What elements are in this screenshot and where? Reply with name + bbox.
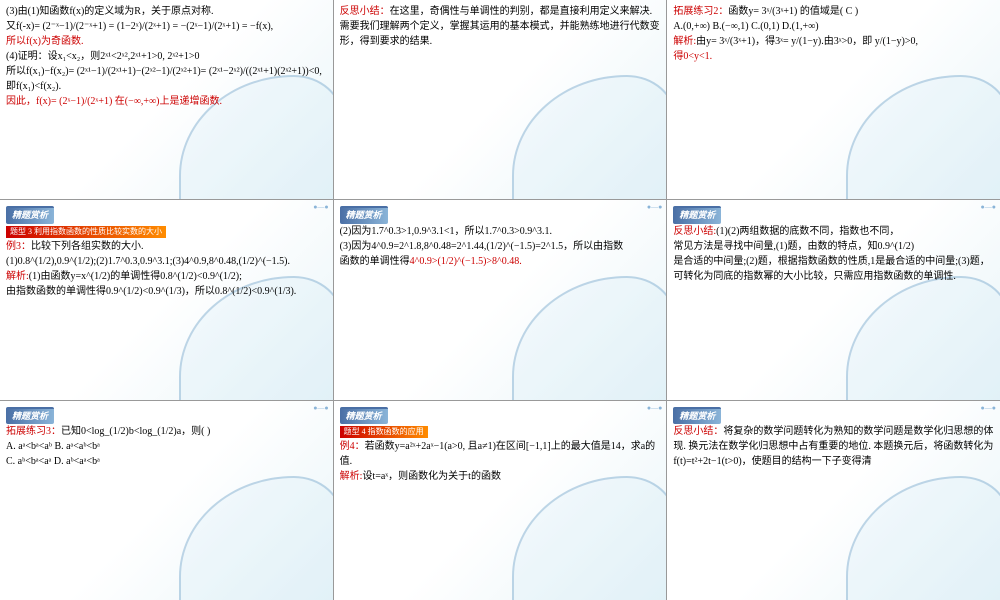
text-line: 即f(x₁)<f(x₂).	[6, 81, 61, 92]
slide-cell-1-0: ●—● 精题赏析题型 3 利用指数函数的性质比较实数的大小例3：比较下列各组实数的…	[0, 200, 333, 399]
text-line: 拓展练习3：	[6, 426, 61, 437]
text-line: 由指数函数的单调性得0.9^(1/2)<0.9^(1/3)，所以0.8^(1/2…	[6, 286, 296, 297]
logo-icon: ●—●	[981, 202, 996, 213]
section-header: 精题赏析	[340, 407, 388, 425]
logo-icon: ●—●	[647, 403, 662, 414]
logo-icon: ●—●	[981, 403, 996, 414]
text-line: A. aᵃ<bᵃ<aᵇ B. aᵃ<aᵇ<bᵃ	[6, 441, 100, 452]
slide-cell-2-0: ●—● 精题赏析拓展练习3：已知0<log_(1/2)b<log_(1/2)a，则…	[0, 401, 333, 600]
text-line: 又f(-x)= (2⁻ˣ−1)/(2⁻ˣ+1) = (1−2ˣ)/(2ˣ+1) …	[6, 21, 273, 32]
text-line: (1)0.8^(1/2),0.9^(1/2);(2)1.7^0.3,0.9^3.…	[6, 256, 290, 267]
logo-icon: ●—●	[313, 403, 328, 414]
section-header: 精题赏析	[673, 407, 721, 425]
text-line: 反思小结：	[673, 426, 723, 437]
text-line: 解析:	[340, 471, 363, 482]
text-line: (3)因为4^0.9=2^1.8,8^0.48=2^1.44,(1/2)^(−1…	[340, 241, 623, 252]
text-line: (2)因为1.7^0.3>1,0.9^3.1<1，所以1.7^0.3>0.9^3…	[340, 226, 552, 237]
text-line: f(t)=t²+2t−1(t>0)，使题目的结构一下子变得清	[673, 456, 871, 467]
text-line: 所以f(x)为奇函数.	[6, 36, 84, 47]
text-line: 解析:	[6, 271, 29, 282]
text-line: 已知0<log_(1/2)b<log_(1/2)a，则( )	[61, 426, 210, 437]
text-line: 例4：	[340, 441, 365, 452]
text-line: 若函数y=a²ˣ+2aˣ−1(a>0, 且a≠1)在区间[−1,1]上的最大值是…	[340, 441, 655, 467]
topic-tag: 题型 4 指数函数的应用	[340, 426, 428, 438]
text-line: 比较下列各组实数的大小.	[31, 241, 144, 252]
text-line: 得0<y<1.	[673, 51, 712, 62]
slide-cell-0-2: 拓展练习2：函数y= 3ˣ/(3ˣ+1) 的值域是( C ) A.(0,+∞) B…	[667, 0, 1000, 199]
text-line: 函数的单调性得	[340, 256, 410, 267]
text-line: 例3：	[6, 241, 31, 252]
logo-icon: ●—●	[313, 202, 328, 213]
text-line: (3)由(1)知函数f(x)的定义域为R，关于原点对称.	[6, 6, 213, 17]
slide-cell-0-1: 反思小结：在这里，奇偶性与单调性的判别，都是直接利用定义来解决. 需要我们理解两…	[334, 0, 667, 199]
slide-cell-2-1: ●—● 精题赏析题型 4 指数函数的应用例4：若函数y=a²ˣ+2aˣ−1(a>0…	[334, 401, 667, 600]
text-line: (4)证明：设x₁<x₂，则2ˣ¹<2ˣ²,2ˣ¹+1>0, 2ˣ²+1>0	[6, 51, 200, 62]
topic-tag: 题型 3 利用指数函数的性质比较实数的大小	[6, 226, 166, 238]
section-header: 精题赏析	[673, 206, 721, 224]
text-line: 解析:	[673, 36, 696, 47]
section-header: 精题赏析	[6, 407, 54, 425]
text-line: 设t=aˣ，则函数化为关于t的函数	[362, 471, 501, 482]
text-line: 反思小结：	[340, 6, 390, 17]
logo-icon: ●—●	[647, 202, 662, 213]
section-header: 精题赏析	[340, 206, 388, 224]
text-line: A.(0,+∞) B.(−∞,1) C.(0,1) D.(1,+∞)	[673, 21, 818, 32]
section-header: 精题赏析	[6, 206, 54, 224]
text-line: 是合适的中间量;(2)题，根据指数函数的性质,1是最合适的中间量;(3)题，可转…	[673, 256, 989, 282]
slide-cell-1-2: ●—● 精题赏析反思小结:(1)(2)两组数据的底数不同，指数也不同， 常见方法是寻…	[667, 200, 1000, 399]
text-line: 拓展练习2：	[673, 6, 728, 17]
text-line: 4^0.9>(1/2)^(−1.5)>8^0.48.	[410, 256, 522, 267]
slide-cell-2-2: ●—●精题赏析反思小结：将复杂的数学问题转化为熟知的数学问题是数学化归思想的体现…	[667, 401, 1000, 600]
text-line: 函数y= 3ˣ/(3ˣ+1) 的值域是( C )	[728, 6, 858, 17]
text-line: 因此，f(x)= (2ˣ−1)/(2ˣ+1) 在(−∞,+∞)上是递增函数.	[6, 96, 222, 107]
text-line: 所以f(x₁)−f(x₂)= (2ˣ¹−1)/(2ˣ¹+1)−(2ˣ²−1)/(…	[6, 66, 322, 77]
text-line: 由y= 3ˣ/(3ˣ+1)，得3ˣ= y/(1−y).由3ˣ>0，即 y/(1−…	[696, 36, 918, 47]
slide-cell-1-1: ●—● 精题赏析 (2)因为1.7^0.3>1,0.9^3.1<1，所以1.7^0.…	[334, 200, 667, 399]
text-line: (1)由函数y=x^(1/2)的单调性得0.8^(1/2)<0.9^(1/2);	[29, 271, 242, 282]
slide-cell-0-0: (3)由(1)知函数f(x)的定义域为R，关于原点对称. 又f(-x)= (2⁻ˣ…	[0, 0, 333, 199]
text-line: 常见方法是寻找中间量,(1)题，由数的特点，知0.9^(1/2)	[673, 241, 914, 252]
text-line: C. aᵇ<bᵃ<aᵃ D. aᵇ<aᵃ<bᵃ	[6, 456, 100, 467]
text-line: (1)(2)两组数据的底数不同，指数也不同，	[716, 226, 899, 237]
text-line: 反思小结:	[673, 226, 716, 237]
